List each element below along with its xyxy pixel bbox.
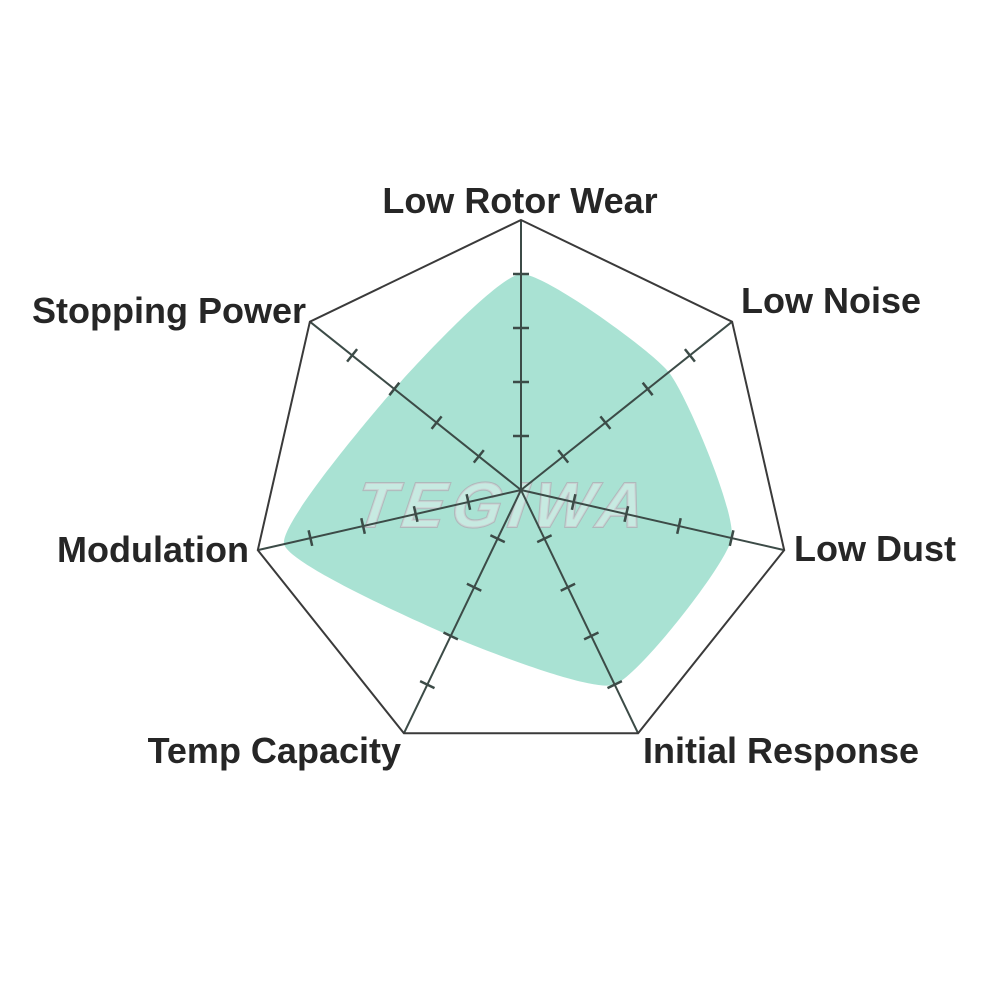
axis-label-low-rotor-wear: Low Rotor Wear [382, 180, 657, 221]
axis-tick [442, 631, 459, 641]
axis-label-low-noise: Low Noise [741, 280, 921, 321]
grid-outer-polygon [256, 218, 786, 735]
axis-tick [560, 582, 576, 592]
axis-tick [465, 493, 472, 511]
watermark-text: TEGIWA [352, 469, 656, 541]
axis-label-low-dust: Low Dust [794, 528, 956, 569]
axis-spoke [520, 489, 640, 734]
axis-label-temp-capacity: Temp Capacity [148, 730, 401, 771]
axis-tick [599, 415, 612, 430]
axis-spoke [520, 489, 785, 552]
axis-tick [360, 517, 367, 535]
axis-tick [683, 348, 696, 363]
axis-tick [466, 582, 482, 592]
axis-spoke [309, 320, 522, 491]
axis-spoke [520, 320, 733, 491]
axis-tick [641, 381, 654, 396]
axis-spoke [402, 489, 522, 734]
axis-tick [583, 631, 600, 641]
axis-tick [557, 449, 570, 464]
axis-tick [307, 530, 314, 547]
axis-tick [536, 534, 553, 544]
axis-tick [489, 534, 506, 544]
axis-tick [346, 348, 359, 363]
axis-tick [623, 505, 630, 523]
axis-spoke [257, 489, 522, 552]
axis-label-stopping-power: Stopping Power [32, 290, 306, 331]
axis-tick [728, 530, 735, 547]
axis-tick [472, 449, 485, 464]
axis-tick [412, 505, 419, 523]
axis-label-initial-response: Initial Response [643, 730, 919, 771]
axis-tick [430, 415, 443, 430]
axis-tick [606, 679, 623, 690]
axis-tick [388, 381, 401, 396]
axis-tick [419, 679, 436, 690]
axis-tick [675, 517, 682, 535]
axis-tick [570, 493, 577, 511]
axis-label-modulation: Modulation [57, 529, 249, 570]
